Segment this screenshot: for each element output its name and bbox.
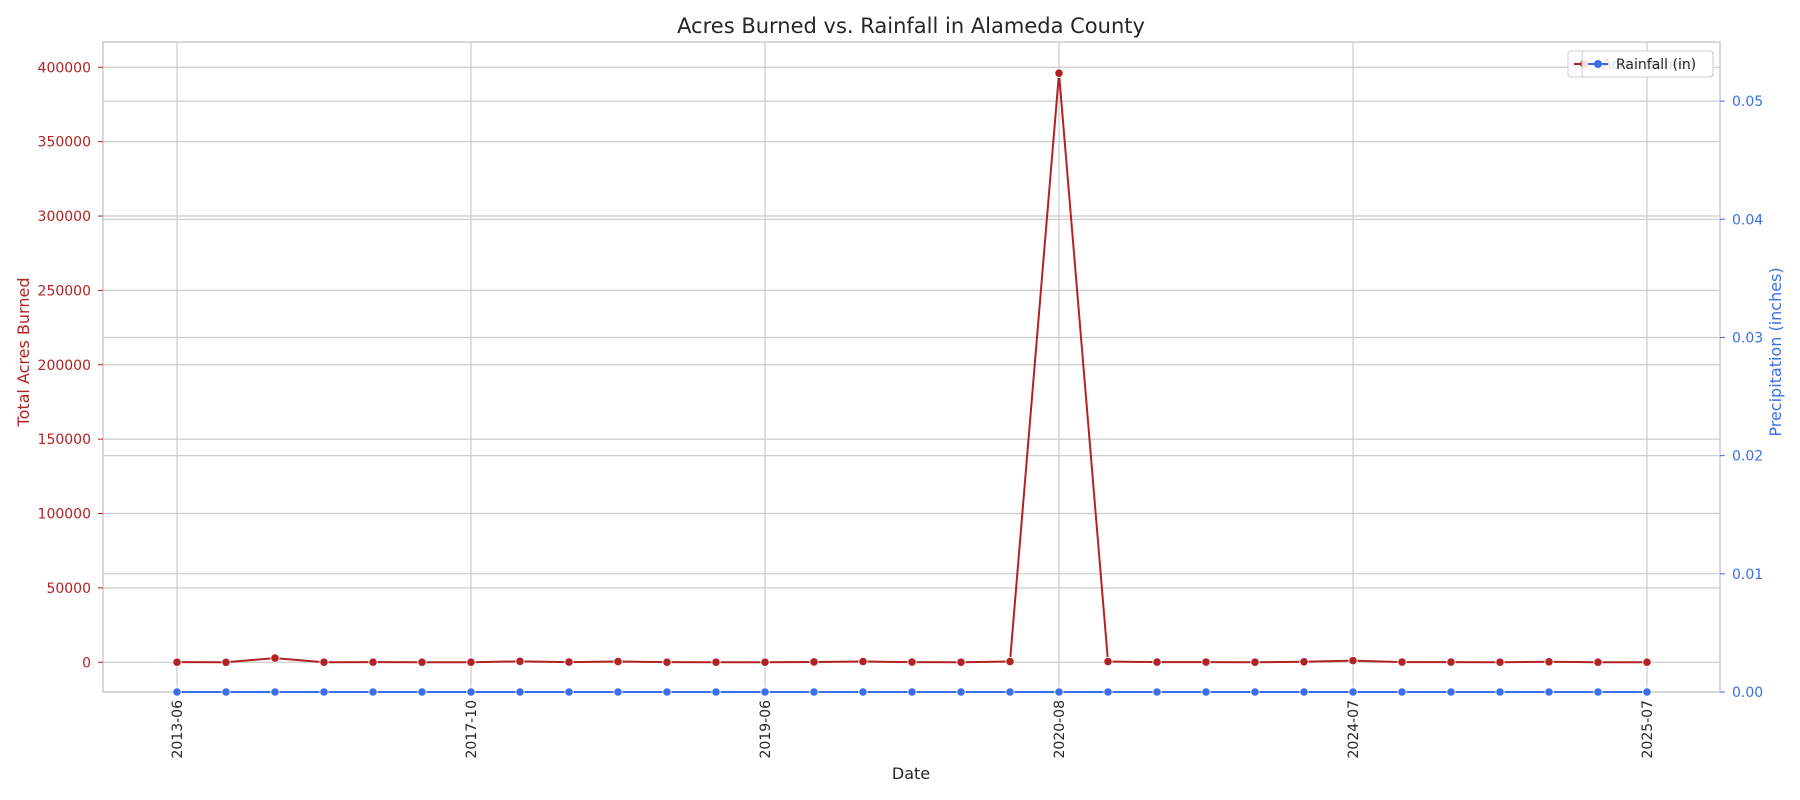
data-point — [956, 687, 966, 697]
data-point — [1495, 657, 1505, 667]
data-point — [417, 687, 427, 697]
left-y-tick-label: 300000 — [38, 209, 91, 225]
x-tick-label: 2024-07 — [1346, 700, 1362, 759]
data-point — [1348, 687, 1358, 697]
data-point — [1201, 687, 1211, 697]
right-y-tick-label: 0.04 — [1732, 212, 1763, 228]
data-point — [1250, 657, 1260, 667]
x-tick-label: 2017-10 — [464, 700, 480, 759]
data-point — [1103, 687, 1113, 697]
data-point — [319, 657, 329, 667]
data-point — [662, 657, 672, 667]
data-point — [1397, 657, 1407, 667]
data-point — [907, 687, 917, 697]
left-y-tick-label: 100000 — [38, 507, 91, 523]
data-point — [1642, 657, 1652, 667]
right-y-tick-label: 0.05 — [1732, 94, 1763, 110]
legend-swatch-marker — [1594, 60, 1602, 68]
legend: Acres BurnedRainfall (in) — [1567, 50, 1714, 78]
data-point — [1299, 687, 1309, 697]
data-point — [368, 687, 378, 697]
data-point — [662, 687, 672, 697]
right-y-axis: 0.00 0.01 0.02 0.03 0.04 0.05 — [1720, 94, 1763, 701]
data-point — [1250, 687, 1260, 697]
data-point — [613, 687, 623, 697]
data-point — [221, 687, 231, 697]
chart-title: Acres Burned vs. Rainfall in Alameda Cou… — [677, 14, 1145, 38]
data-point — [956, 657, 966, 667]
right-y-tick-label: 0.01 — [1732, 567, 1763, 583]
data-point — [466, 657, 476, 667]
data-point — [368, 657, 378, 667]
right-y-tick-label: 0.02 — [1732, 449, 1763, 465]
x-tick-label: 2025-07 — [1640, 700, 1656, 759]
data-point — [1005, 687, 1015, 697]
data-point — [1054, 687, 1064, 697]
data-point — [809, 687, 819, 697]
data-point — [1593, 687, 1603, 697]
data-point — [172, 687, 182, 697]
data-point — [270, 653, 280, 663]
right-y-tick-label: 0.03 — [1732, 330, 1763, 346]
right-y-axis-label: Precipitation (inches) — [1766, 267, 1785, 436]
data-point — [613, 656, 623, 667]
data-point — [907, 657, 917, 667]
data-point — [319, 687, 329, 697]
data-point — [270, 687, 280, 697]
data-point — [1446, 657, 1456, 667]
grid — [103, 42, 1720, 693]
data-point — [1544, 687, 1554, 697]
data-point — [1201, 657, 1211, 667]
left-y-tick-label: 350000 — [38, 135, 91, 151]
x-axis-label: Date — [892, 764, 930, 783]
left-y-tick-label: 0 — [82, 655, 91, 671]
data-point — [1397, 687, 1407, 697]
x-tick-label: 2020-08 — [1052, 700, 1068, 759]
data-point — [1152, 657, 1162, 667]
data-point — [711, 687, 721, 697]
data-point — [515, 656, 525, 666]
data-point — [760, 657, 770, 667]
data-point — [711, 657, 721, 667]
x-tick-label: 2019-06 — [758, 700, 774, 759]
left-y-axis-label: Total Acres Burned — [14, 278, 33, 428]
x-axis: 2013-06 2017-10 2019-06 2020-08 2024-07 2025-… — [170, 700, 1656, 759]
left-y-tick-label: 400000 — [38, 60, 91, 76]
data-point — [1642, 687, 1652, 697]
data-point — [172, 657, 182, 667]
left-y-tick-label: 200000 — [38, 358, 91, 374]
x-tick-label: 2013-06 — [170, 700, 186, 759]
left-y-tick-label: 50000 — [46, 581, 91, 597]
data-point — [1446, 687, 1456, 697]
data-point — [858, 687, 868, 697]
left-y-tick-label: 150000 — [38, 432, 91, 448]
data-point — [1299, 657, 1309, 667]
right-y-tick-label: 0.00 — [1732, 685, 1763, 701]
plot-frame — [102, 41, 1721, 693]
data-point — [760, 687, 770, 697]
data-point — [1152, 687, 1162, 697]
data-point — [1544, 657, 1554, 667]
data-point — [564, 657, 574, 667]
data-point — [1495, 687, 1505, 697]
data-point — [1005, 656, 1015, 667]
legend-box — [1581, 50, 1714, 78]
plot-border — [102, 41, 1721, 693]
legend-label: Rainfall (in) — [1616, 57, 1696, 73]
data-point — [1054, 68, 1064, 78]
data-point — [1593, 657, 1603, 667]
data-point — [1348, 656, 1358, 666]
series-layer — [172, 68, 1652, 697]
data-point — [564, 687, 574, 697]
left-y-tick-label: 250000 — [38, 283, 91, 299]
data-point — [221, 657, 231, 667]
data-point — [417, 657, 427, 667]
data-point — [466, 687, 476, 697]
data-point — [809, 657, 819, 667]
left-y-axis: 0 50000 100000 150000 200000 250000 300000 3500… — [38, 60, 103, 671]
data-point — [858, 656, 868, 667]
data-point — [515, 687, 525, 697]
data-point — [1103, 656, 1113, 667]
